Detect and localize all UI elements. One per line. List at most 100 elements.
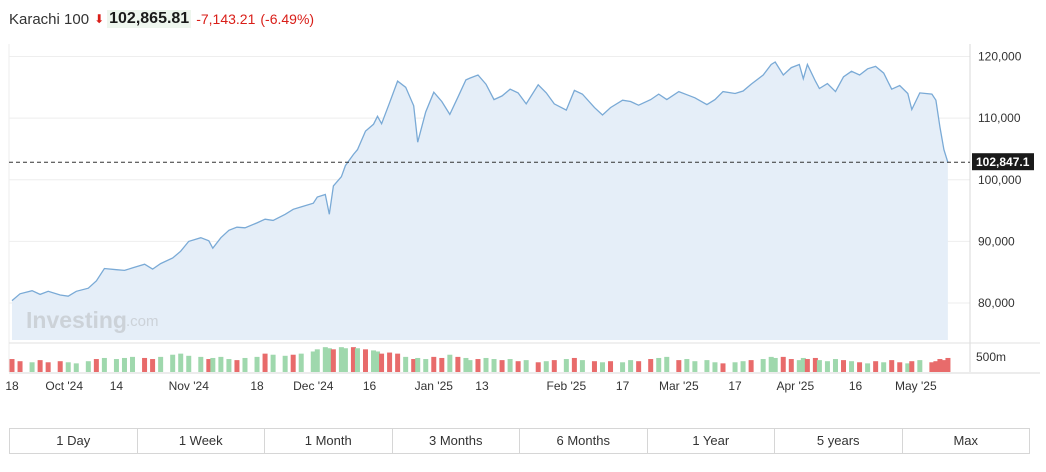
- volume-bar: [628, 360, 634, 372]
- x-tick-label: Nov '24: [169, 379, 210, 393]
- volume-bar: [206, 359, 212, 372]
- volume-bar: [387, 352, 393, 372]
- tab-1-year[interactable]: 1 Year: [648, 429, 775, 453]
- volume-bar: [65, 362, 71, 372]
- volume-bar: [507, 359, 513, 372]
- x-tick-label: 17: [728, 379, 742, 393]
- volume-bar: [692, 361, 698, 372]
- volume-bar: [491, 359, 497, 372]
- volume-bar: [234, 360, 240, 372]
- volume-bar: [873, 361, 879, 372]
- volume-bar: [310, 351, 316, 372]
- volume-bar: [732, 362, 738, 372]
- time-range-tabs: 1 Day 1 Week 1 Month 3 Months 6 Months 1…: [9, 428, 1030, 454]
- volume-bar: [889, 360, 895, 372]
- volume-bar: [270, 354, 276, 372]
- volume-bar: [403, 356, 409, 372]
- volume-bar: [242, 357, 248, 372]
- volume-bar: [933, 361, 939, 372]
- volume-bar: [740, 361, 746, 372]
- volume-bar: [338, 347, 344, 372]
- volume-bar: [780, 356, 786, 372]
- volume-bar: [551, 360, 557, 372]
- x-tick-label: 16: [849, 379, 863, 393]
- volume-bar: [865, 363, 871, 372]
- last-price: 102,865.81: [107, 10, 192, 28]
- volume-scale-label: 500m: [976, 350, 1006, 364]
- x-tick-label: May '25: [895, 379, 937, 393]
- volume-bar: [17, 361, 23, 372]
- volume-bar: [475, 359, 481, 372]
- volume-bar: [362, 349, 368, 372]
- volume-bar: [571, 357, 577, 372]
- volume-bar: [93, 359, 99, 372]
- volume-bar: [684, 359, 690, 372]
- volume-bar: [796, 360, 802, 372]
- volume-bar: [330, 349, 336, 372]
- volume-bar: [218, 356, 224, 372]
- y-axis: 80,000 90,000 100,000 110,000 120,000: [978, 49, 1022, 310]
- volume-bar: [941, 360, 947, 372]
- y-tick-label: 90,000: [978, 234, 1015, 248]
- volume-bar: [620, 362, 626, 372]
- volume-bar: [73, 363, 79, 372]
- x-tick-label: 16: [363, 379, 377, 393]
- volume-bar: [158, 356, 164, 372]
- tab-1-month[interactable]: 1 Month: [265, 429, 393, 453]
- volume-bar: [945, 357, 951, 372]
- x-tick-label: 13: [475, 379, 489, 393]
- volume-bar: [375, 351, 381, 372]
- quote-header: Karachi 100 ⬇ 102,865.81 -7,143.21 (-6.4…: [9, 8, 314, 30]
- tab-6-months[interactable]: 6 Months: [520, 429, 648, 453]
- volume-bar: [282, 355, 288, 372]
- volume-bar: [832, 359, 838, 372]
- volume-bar: [354, 348, 360, 372]
- x-tick-label: Oct '24: [45, 379, 83, 393]
- x-tick-label: 18: [5, 379, 19, 393]
- volume-bar: [515, 361, 521, 372]
- volume-bar: [760, 359, 766, 372]
- volume-bar: [772, 357, 778, 372]
- index-name[interactable]: Karachi 100: [9, 10, 90, 28]
- volume-bar: [314, 349, 320, 372]
- volume-bar: [804, 359, 810, 372]
- price-area: [12, 62, 948, 340]
- volume-bar: [439, 357, 445, 372]
- volume-bar: [712, 362, 718, 372]
- price-change: -7,143.21: [196, 11, 256, 27]
- volume-bar: [447, 354, 453, 372]
- x-tick-label: Apr '25: [776, 379, 814, 393]
- volume-bar: [371, 350, 377, 372]
- volume-bars: [9, 347, 951, 372]
- volume-bar: [579, 360, 585, 372]
- volume-bar: [326, 348, 332, 372]
- volume-bar: [648, 359, 654, 372]
- watermark-suffix: .com: [126, 313, 159, 330]
- tab-3-months[interactable]: 3 Months: [393, 429, 520, 453]
- volume-bar: [342, 348, 348, 372]
- current-price-label: 102,847.1: [976, 155, 1030, 169]
- y-tick-label: 110,000: [978, 111, 1021, 125]
- volume-bar: [350, 347, 356, 372]
- price-change-percent: (-6.49%): [260, 11, 315, 27]
- volume-bar: [379, 353, 385, 372]
- volume-bar: [178, 353, 184, 372]
- tab-1-week[interactable]: 1 Week: [138, 429, 265, 453]
- volume-bar: [29, 362, 35, 372]
- volume-bar: [483, 357, 489, 372]
- current-price-tag: [972, 153, 1034, 171]
- volume-bar: [57, 361, 63, 372]
- volume-bar: [841, 360, 847, 372]
- volume-bar: [812, 357, 818, 372]
- volume-bar: [431, 356, 437, 372]
- tab-1-day[interactable]: 1 Day: [10, 429, 138, 453]
- volume-bar: [455, 356, 461, 372]
- volume-bar: [198, 356, 204, 372]
- volume-bar: [591, 361, 597, 372]
- tab-5-years[interactable]: 5 years: [775, 429, 903, 453]
- price-chart[interactable]: Investing .com 80,000 90,000 100,000 110,00…: [0, 0, 1046, 420]
- volume-bar: [917, 360, 923, 372]
- tab-max[interactable]: Max: [953, 433, 979, 448]
- y-tick-label: 120,000: [978, 49, 1022, 63]
- volume-bar: [816, 360, 822, 372]
